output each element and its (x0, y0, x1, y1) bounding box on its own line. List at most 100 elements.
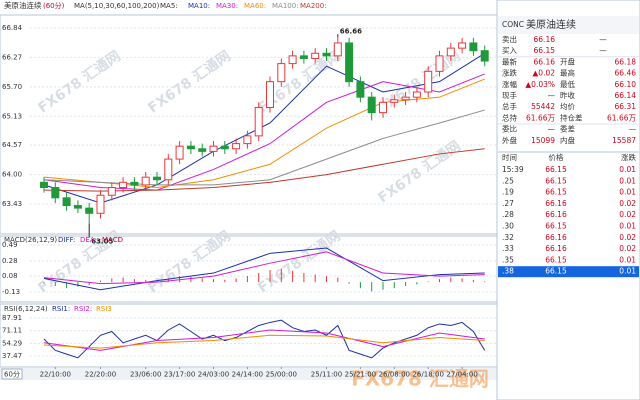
x-tick-label: 22/20:00 (85, 371, 116, 379)
trade-cell: .19 (502, 188, 514, 197)
quote-label: 开盘 (560, 56, 575, 66)
x-tick-label: 25/11:00 (311, 371, 342, 379)
quote-label: 买入 (502, 46, 517, 55)
candle-body (424, 70, 433, 93)
trade-cell: 0.01 (619, 222, 636, 231)
candle-body (96, 194, 105, 214)
time-axis-bar (0, 368, 497, 380)
quote-label: 总持 (502, 112, 517, 122)
candle-body (367, 96, 376, 114)
trade-cell: 0.01 (619, 188, 636, 197)
macd-line (43, 247, 485, 291)
quote-label: 昨收 (560, 90, 575, 100)
candle-body (85, 207, 94, 214)
x-tick-label: 25/21:00 (345, 371, 376, 379)
legend-entry: MA30: (216, 2, 238, 10)
x-tick-label: 26/08:00 (379, 371, 410, 379)
trade-header: 时间 (502, 152, 517, 162)
quote-label: 总手 (502, 101, 517, 111)
trade-cell: 0.02 (619, 244, 636, 253)
candle-body (435, 55, 444, 72)
y-tick-label: 65.13 (2, 112, 22, 120)
quote-label: 持仓差 (560, 112, 583, 122)
quote-value: ▲0.03% (525, 80, 555, 89)
candle-body (469, 42, 478, 52)
trade-cell: 0.01 (619, 165, 636, 174)
rsi-line (43, 334, 485, 349)
trade-cell: 66.15 (545, 188, 567, 197)
trade-cell: .25 (502, 176, 514, 185)
trade-cell: 0.01 (619, 255, 636, 264)
quote-label: 涨幅 (502, 79, 517, 89)
candle-body (288, 55, 297, 65)
candle-body (107, 186, 116, 196)
quote-label: 最高 (560, 68, 575, 78)
rsi-line (43, 319, 486, 359)
candle-body (356, 81, 365, 98)
period-tab-label[interactable]: 60分 (4, 370, 20, 379)
candle-body (401, 96, 410, 101)
trade-cell: .33 (502, 244, 514, 253)
y-tick-label: 64.57 (2, 141, 22, 149)
quote-value: 15587 (612, 136, 636, 145)
candle-body (198, 148, 207, 152)
legend-entry: MA100: (272, 2, 299, 10)
quote-value: 66.15 (534, 46, 556, 55)
trade-cell: 66.16 (545, 244, 567, 253)
candle-body (73, 205, 82, 209)
period-tab[interactable] (1, 368, 23, 380)
legend-entry: MA200: (300, 2, 327, 10)
quote-value: — (599, 35, 607, 44)
candle-body (141, 176, 150, 186)
watermark-logo: FX678 汇通网 (351, 367, 489, 391)
candle-body (51, 186, 60, 199)
y-tick-label: 66.27 (2, 53, 22, 61)
trade-cell: 0.02 (619, 199, 636, 208)
trade-cell: 66.15 (545, 176, 567, 185)
quote-header-bg (498, 16, 639, 34)
trade-cell: 0.01 (619, 176, 636, 185)
quote-label: 委比 (502, 124, 517, 134)
legend-entry: RSI2: (74, 305, 92, 313)
quote-value: 66.16 (534, 35, 556, 44)
candle-body (390, 99, 399, 103)
trade-cell: .27 (502, 199, 514, 208)
y-tick-label: 65.70 (2, 83, 22, 91)
quote-value: — (548, 91, 556, 100)
quote-label: 最低 (560, 79, 575, 89)
x-tick-label: 27/04:00 (446, 371, 477, 379)
candle-body (333, 42, 342, 57)
quote-value: 66.31 (615, 102, 637, 111)
quote-value: 61.66万 (607, 113, 636, 122)
x-tick-label: 23/17:00 (164, 371, 195, 379)
candle-body (254, 106, 263, 137)
candle-body (243, 135, 252, 145)
trade-cell: 66.16 (545, 210, 567, 219)
trade-cell: 0.01 (619, 267, 636, 276)
legend-entry: MA5: (160, 2, 178, 10)
legend-entry: MA10: (188, 2, 210, 10)
price-annotation: 63.05 (91, 238, 113, 246)
legend-entry: RSI3 (96, 305, 112, 313)
candle-body (480, 50, 489, 62)
y-tick-label: 37.47 (2, 352, 22, 360)
candle-body (458, 42, 467, 49)
trade-cell: 0.02 (619, 233, 636, 242)
quote-value: ▲0.02 (533, 69, 556, 78)
candle-body (220, 145, 229, 150)
y-tick-label: 87.91 (2, 314, 22, 322)
candle-body (130, 181, 139, 186)
quote-label: 内盘 (560, 135, 575, 145)
candle-body (277, 63, 286, 83)
candle-body (345, 42, 354, 83)
quote-label: 现手 (502, 90, 517, 100)
quote-value: — (599, 46, 607, 55)
legend-entry: DIFF: (58, 236, 75, 244)
quote-value: 66.46 (615, 69, 637, 78)
y-tick-label: 0.28 (2, 257, 18, 265)
candle-body (311, 52, 320, 59)
y-tick-label: 0.49 (2, 241, 18, 249)
legend-entry: RSI1: (52, 305, 70, 313)
quote-label: 卖出 (502, 34, 517, 44)
y-tick-label: 54.29 (2, 339, 22, 347)
